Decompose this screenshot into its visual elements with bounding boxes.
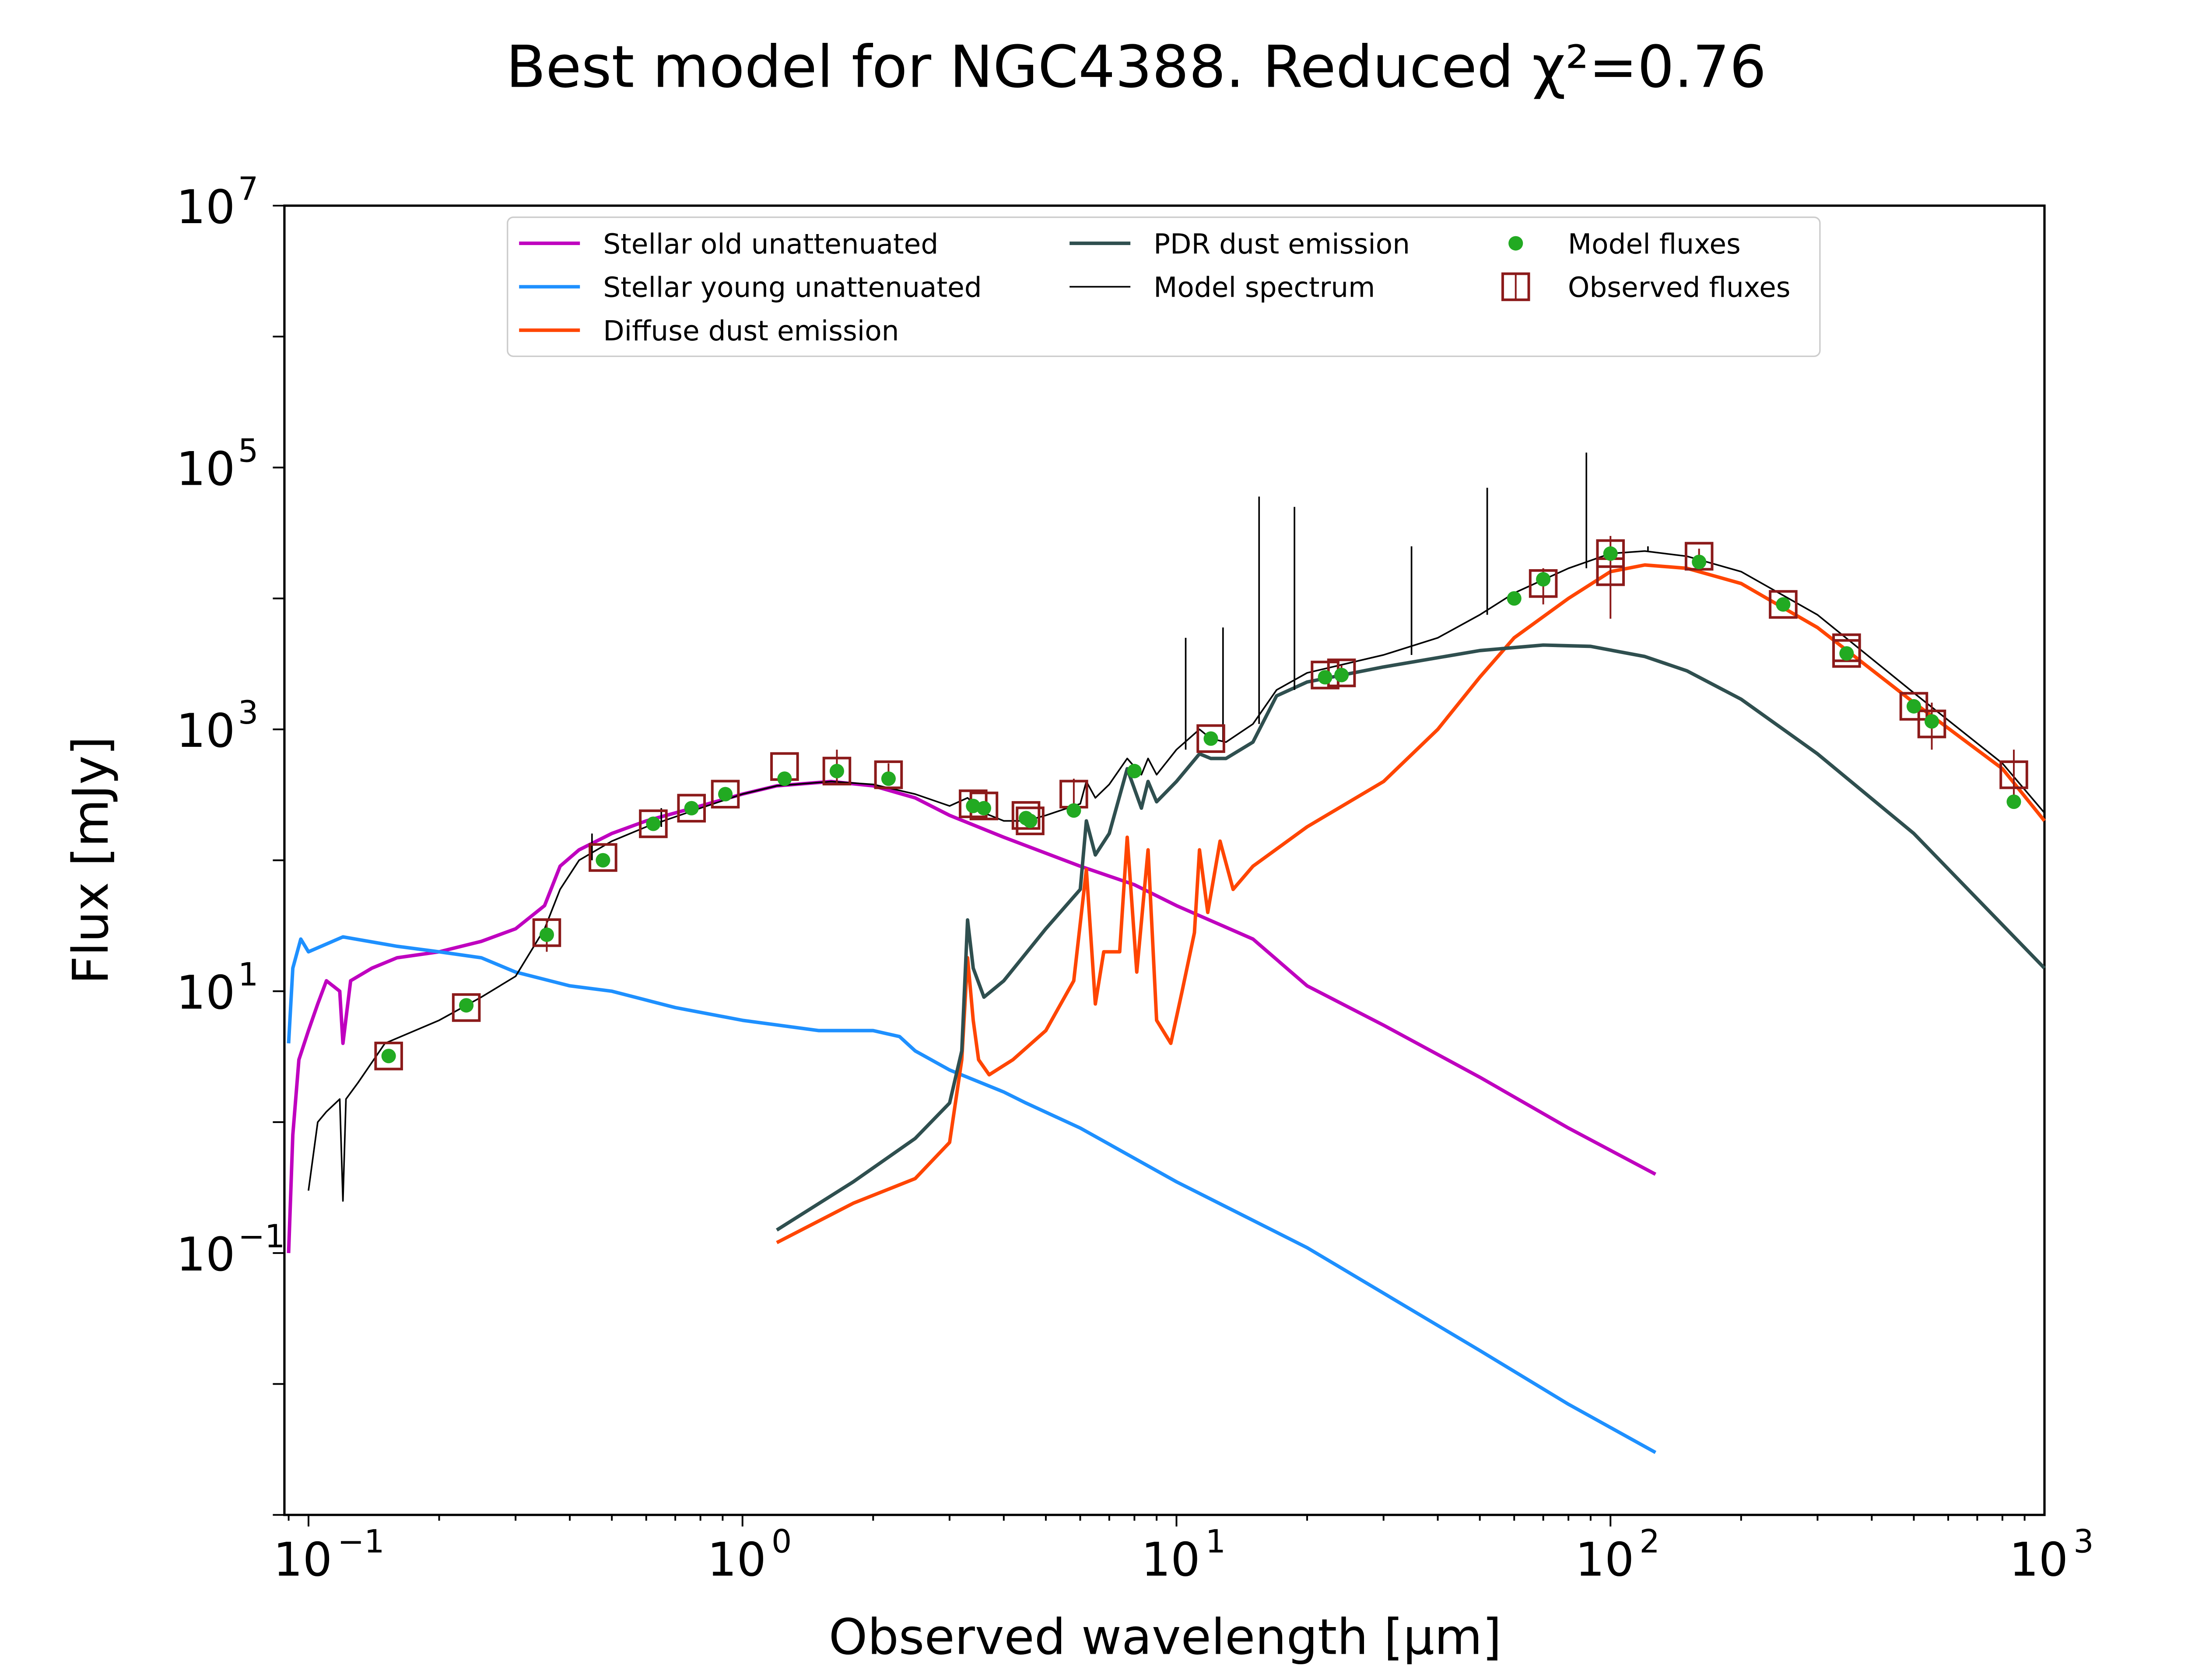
y-tick-label: 10 xyxy=(176,966,235,1019)
x-tick-label: 10 xyxy=(707,1533,766,1587)
model-flux-marker xyxy=(1603,546,1618,561)
observed-flux-marker xyxy=(1684,542,1714,571)
legend-label-diffuse-dust-emission: Diffuse dust emission xyxy=(603,315,899,347)
x-tick-exponent: 1 xyxy=(1206,1523,1226,1561)
model-flux-marker xyxy=(1776,597,1791,612)
model-flux-marker xyxy=(718,787,733,802)
observed-flux-marker xyxy=(874,760,903,789)
series-pdr-dust-emission xyxy=(775,643,2046,1232)
model-flux-marker xyxy=(1023,813,1038,828)
x-tick-label: 10 xyxy=(2009,1533,2068,1587)
legend: Stellar old unattenuated Stellar young un… xyxy=(507,216,1821,357)
model-flux-marker xyxy=(1906,699,1922,714)
observed-flux-marker xyxy=(1832,639,1861,668)
series-stellar-young-unattenuated xyxy=(287,935,1657,1454)
y-axis-label: Flux [mJy] xyxy=(62,736,119,984)
legend-label-observed-fluxes: Observed fluxes xyxy=(1568,272,1791,304)
series-stellar-old-unattenuated xyxy=(287,780,1657,1253)
x-tick-exponent: 3 xyxy=(2073,1523,2093,1561)
model-flux-marker xyxy=(976,801,992,816)
model-flux-marker xyxy=(2006,794,2021,809)
observed-flux-marker xyxy=(1011,801,1041,830)
legend-label-stellar-old-unattenuated: Stellar old unattenuated xyxy=(603,228,938,260)
legend-box xyxy=(507,216,1821,357)
y-tick-exponent: 3 xyxy=(238,694,258,732)
observed-flux-marker xyxy=(1196,724,1225,753)
y-tick-exponent: −1 xyxy=(238,1218,285,1255)
x-tick-exponent: 2 xyxy=(1639,1523,1659,1561)
x-axis-ticks: 10 −1 10 0 10 1 10 2 10 3 xyxy=(273,1515,2094,1587)
model-flux-marker xyxy=(1507,591,1522,606)
model-flux-marker xyxy=(1066,803,1081,818)
observed-flux-marker xyxy=(711,780,740,808)
legend-label-stellar-young-unattenuated: Stellar young unattenuated xyxy=(603,272,982,304)
legend-label-model-fluxes: Model fluxes xyxy=(1568,228,1741,260)
observed-flux-marker xyxy=(677,794,706,823)
model-flux-marker xyxy=(646,816,661,831)
model-flux-marker xyxy=(596,853,610,868)
model-flux-marker xyxy=(684,801,699,816)
x-tick-label: 10 xyxy=(1575,1533,1634,1587)
legend-label-pdr-dust-emission: PDR dust emission xyxy=(1154,228,1410,260)
legend-swatch-model-fluxes xyxy=(1508,236,1523,251)
x-tick-exponent: −1 xyxy=(337,1523,384,1561)
observed-flux-marker xyxy=(1899,692,1929,721)
model-flux-marker xyxy=(1318,670,1332,685)
x-axis-label: Observed wavelength [μm] xyxy=(829,1608,1502,1666)
y-tick-exponent: 5 xyxy=(238,432,258,469)
observed-flux-marker xyxy=(452,993,481,1022)
x-tick-exponent: 0 xyxy=(771,1523,792,1561)
x-tick-label: 10 xyxy=(273,1533,332,1587)
x-tick-label: 10 xyxy=(1141,1533,1200,1587)
observed-flux-marker xyxy=(589,843,617,872)
model-flux-marker xyxy=(1334,668,1349,682)
plot-frame xyxy=(283,204,2046,1516)
model-flux-marker xyxy=(1924,714,1939,729)
model-flux-marker xyxy=(1839,646,1854,661)
observed-flux-marker xyxy=(1529,569,1558,598)
observed-flux-marker xyxy=(1999,760,2028,789)
model-flux-marker xyxy=(966,798,981,813)
y-tick-label: 10 xyxy=(176,180,235,234)
observed-flux-marker xyxy=(822,756,852,786)
model-flux-marker xyxy=(1203,731,1218,746)
y-tick-label: 10 xyxy=(176,442,235,496)
chart-title: Best model for NGC4388. Reduced χ²=0.76 xyxy=(506,34,1766,101)
model-flux-marker xyxy=(539,927,554,942)
series-layer xyxy=(287,452,2046,1454)
y-tick-exponent: 7 xyxy=(238,171,258,208)
model-flux-marker xyxy=(1536,572,1551,587)
observed-flux-marker xyxy=(1016,806,1045,836)
observed-flux-marker xyxy=(532,918,561,947)
markers-layer xyxy=(374,536,2028,1071)
model-flux-marker xyxy=(1692,554,1707,569)
model-flux-marker xyxy=(777,771,792,786)
observed-flux-marker xyxy=(1596,539,1625,568)
model-flux-marker xyxy=(829,763,844,779)
y-tick-label: 10 xyxy=(176,704,235,758)
legend-label-model-spectrum: Model spectrum xyxy=(1154,272,1375,304)
y-tick-label: 10 xyxy=(176,1228,235,1281)
model-flux-marker xyxy=(381,1049,396,1064)
model-flux-marker xyxy=(459,998,474,1013)
y-tick-exponent: 1 xyxy=(238,956,258,993)
model-flux-marker xyxy=(1127,763,1142,779)
observed-flux-marker xyxy=(374,1041,403,1071)
observed-flux-marker xyxy=(639,809,668,838)
model-flux-marker xyxy=(881,771,896,786)
series-model-spectrum xyxy=(308,550,2045,1202)
series-diffuse-dust-emission xyxy=(776,563,2046,1244)
observed-flux-marker xyxy=(1917,709,1946,738)
observed-flux-marker xyxy=(1769,590,1798,619)
